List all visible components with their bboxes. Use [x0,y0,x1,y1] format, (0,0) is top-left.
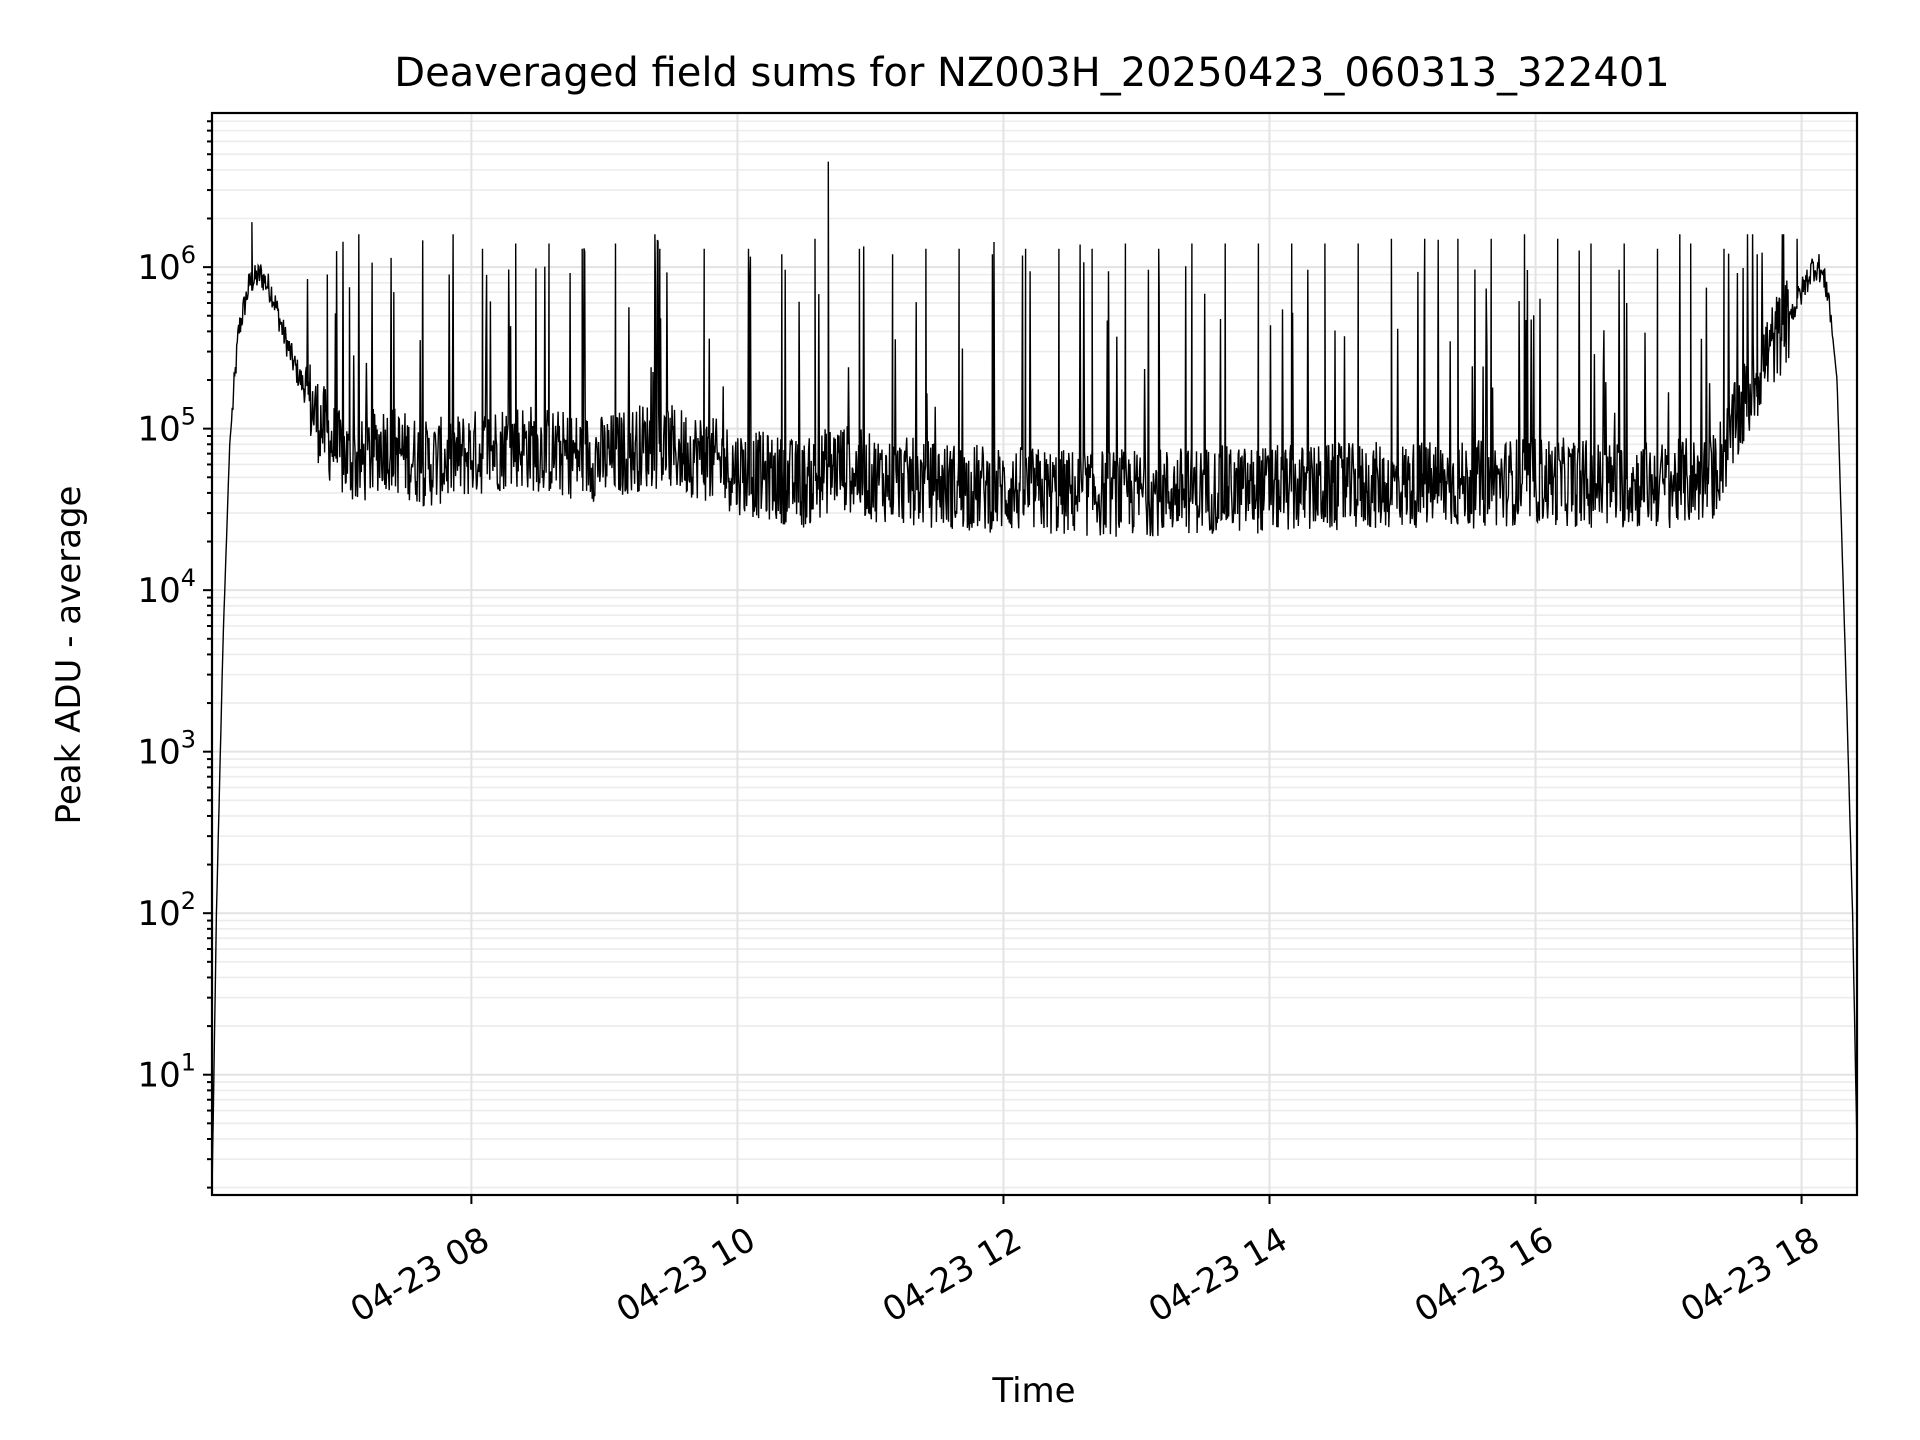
y-axis-label: Peak ADU - average [49,486,89,825]
plot-frame [210,111,1859,1197]
y-tick-label: 102 [137,887,196,934]
y-tick-label: 105 [137,403,196,450]
series-layer [211,161,1858,1196]
y-tick-label: 104 [137,564,196,611]
y-tick-label: 106 [137,241,196,288]
chart-title: Deaveraged field sums for NZ003H_2025042… [394,50,1669,96]
x-axis-label: Time [991,1371,1075,1411]
y-tick-label: 103 [137,726,196,773]
series-line [211,161,1858,1196]
y-tick-label: 101 [137,1049,196,1096]
